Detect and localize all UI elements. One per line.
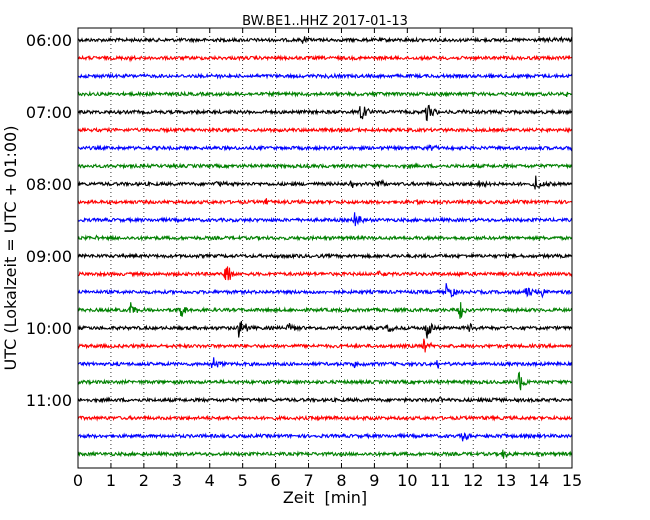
y-tick-label-1: 07:00 [26,103,72,122]
x-tick-label-13: 13 [496,471,516,490]
trace-12 [77,252,573,260]
x-tick-label-14: 14 [529,471,549,490]
x-tick-label-5: 5 [238,471,248,490]
x-tick-label-0: 0 [73,471,83,490]
trace-6 [77,143,573,152]
trace-19 [77,371,573,391]
x-tick-label-11: 11 [430,471,450,490]
trace-14 [77,283,573,299]
x-tick-label-4: 4 [205,471,215,490]
trace-9 [77,198,573,206]
trace-20 [77,396,573,404]
trace-group [77,35,573,459]
y-axis-label: UTC (Lokalzeit = UTC + 01:00) [1,126,20,371]
x-tick-label-1: 1 [106,471,116,490]
trace-8 [77,175,573,190]
trace-11 [77,234,573,242]
x-tick-label-7: 7 [303,471,313,490]
x-axis-ticks: 0 1 2 3 4 5 6 7 8 9 10 11 12 13 14 15 [73,28,582,490]
trace-1 [77,54,573,63]
trace-4 [77,104,573,122]
x-tick-label-9: 9 [369,471,379,490]
x-tick-label-6: 6 [271,471,281,490]
x-tick-label-12: 12 [463,471,483,490]
y-tick-label-5: 11:00 [26,391,72,410]
y-tick-label-3: 09:00 [26,247,72,266]
trace-2 [77,72,573,80]
x-axis-label: Zeit [min] [283,488,367,507]
trace-15 [77,302,573,319]
trace-7 [77,162,573,170]
grid-lines [110,28,540,468]
trace-13 [77,266,573,281]
y-tick-label-4: 10:00 [26,319,72,338]
chart-title: BW.BE1..HHZ 2017-01-13 [242,14,408,29]
trace-17 [77,338,573,353]
trace-0 [77,35,573,44]
x-tick-label-8: 8 [336,471,346,490]
trace-10 [77,212,573,227]
trace-3 [77,90,573,98]
plot-frame [77,27,573,469]
x-tick-label-15: 15 [562,471,582,490]
trace-18 [77,357,573,369]
trace-21 [77,414,573,422]
x-tick-label-10: 10 [397,471,417,490]
y-tick-label-0: 06:00 [26,31,72,50]
trace-23 [77,449,573,459]
x-tick-label-2: 2 [139,471,149,490]
y-tick-label-2: 08:00 [26,175,72,194]
y-axis-ticks: 06:00 07:00 08:00 09:00 10:00 11:00 [26,31,572,410]
x-tick-label-3: 3 [172,471,182,490]
trace-5 [77,126,573,134]
trace-16 [77,320,573,339]
trace-22 [77,432,573,442]
